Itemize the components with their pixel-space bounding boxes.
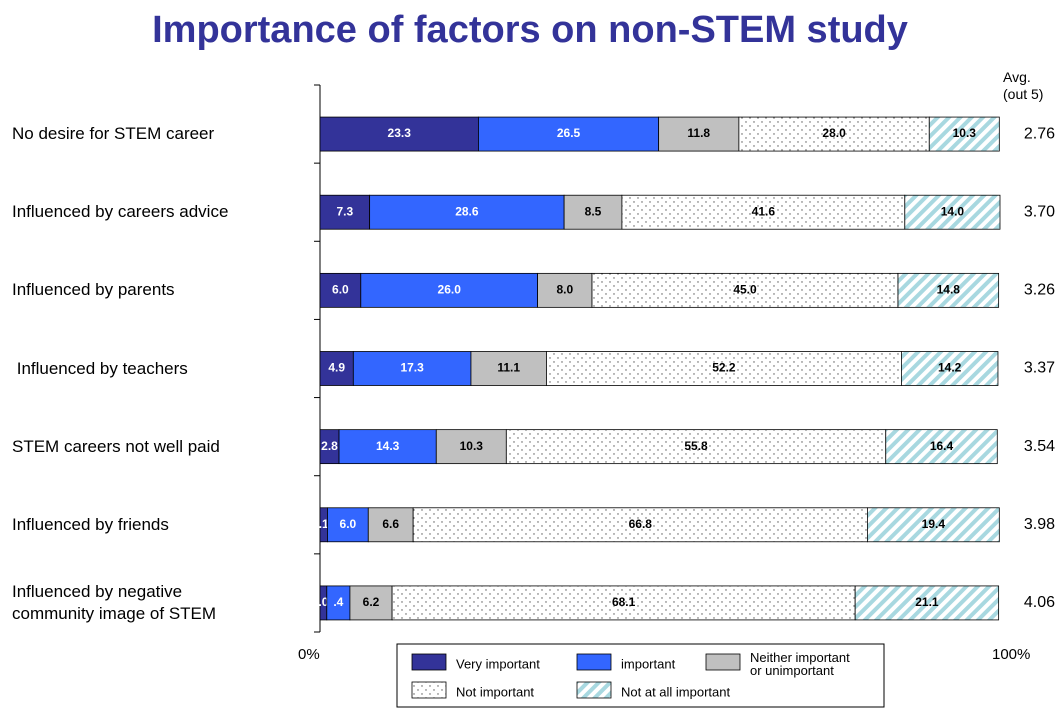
bar-segment xyxy=(867,507,1000,543)
legend-swatch xyxy=(411,681,447,699)
bar-segment xyxy=(537,272,593,308)
bar-segment xyxy=(897,272,1000,308)
value-label: 45.0 xyxy=(733,283,757,297)
bar-segment xyxy=(360,272,538,308)
bar-segment xyxy=(904,194,1001,230)
average-label: 3.54 xyxy=(1024,438,1055,455)
legend-label: Not at all important xyxy=(621,684,731,700)
x-tick-label: 0% xyxy=(298,646,320,663)
value-label: 28.6 xyxy=(455,204,479,218)
value-label: 8.5 xyxy=(585,204,602,218)
average-label: 2.76 xyxy=(1024,125,1055,142)
value-label: .1 xyxy=(319,517,329,531)
value-label: 7.3 xyxy=(336,204,353,218)
value-label: 8.0 xyxy=(556,283,573,297)
bar-segment xyxy=(327,507,369,543)
value-label: 23.3 xyxy=(388,126,412,140)
value-label: 2.8 xyxy=(321,439,338,453)
category-label: Influenced by teachers xyxy=(12,358,188,378)
bar-segment xyxy=(319,272,362,308)
value-label: 41.6 xyxy=(752,204,776,218)
bar-segment xyxy=(319,194,371,230)
legend-swatch xyxy=(576,653,612,671)
average-label: 3.26 xyxy=(1024,282,1055,299)
bar-segment xyxy=(470,351,547,386)
value-label: 11.1 xyxy=(497,361,520,375)
bar-segment xyxy=(658,116,740,152)
value-label: 14.0 xyxy=(941,204,965,218)
bar-segment xyxy=(505,429,887,465)
value-label: 28.0 xyxy=(822,126,846,140)
average-label: 3.98 xyxy=(1024,516,1055,533)
legend-box xyxy=(396,643,885,708)
value-label: .0 xyxy=(318,595,328,609)
legend-label: important xyxy=(621,656,676,672)
value-label: 6.2 xyxy=(363,595,380,609)
category-label: Influenced by careers advice xyxy=(12,202,229,222)
bar-segment xyxy=(369,194,565,230)
value-label: 26.0 xyxy=(438,283,462,297)
category-label: STEM careers not well paid xyxy=(12,436,220,456)
bar-segment xyxy=(928,116,1000,152)
bar-segment xyxy=(435,429,507,465)
bar-segment xyxy=(563,194,623,230)
category-label: Influenced by negative community image o… xyxy=(12,581,217,623)
bar-segment xyxy=(901,351,999,386)
value-label: 21.1 xyxy=(915,595,939,609)
average-label: 3.37 xyxy=(1024,360,1055,377)
bar-segment xyxy=(352,351,472,386)
bar-segment xyxy=(478,116,660,152)
average-label: 3.70 xyxy=(1024,203,1055,220)
value-label: 16.4 xyxy=(930,439,954,453)
value-label: 11.8 xyxy=(687,126,710,140)
value-label: 10.3 xyxy=(953,126,977,140)
bar-segment xyxy=(591,272,899,308)
value-label: 14.8 xyxy=(937,283,961,297)
avg-header: Avg. (out 5) xyxy=(1003,69,1044,102)
legend-swatch xyxy=(576,681,612,699)
legend-label: Not important xyxy=(456,684,535,700)
value-label: 68.1 xyxy=(612,595,636,609)
category-label: Influenced by parents xyxy=(12,280,175,300)
average-label: 4.06 xyxy=(1024,594,1055,611)
value-label: 10.3 xyxy=(460,439,484,453)
category-label: No desire for STEM career xyxy=(12,124,215,144)
value-label: 6.0 xyxy=(340,517,357,531)
value-label: 55.8 xyxy=(684,439,708,453)
value-label: 6.6 xyxy=(382,517,399,531)
bar-segment xyxy=(738,116,930,152)
x-tick-label: 100% xyxy=(992,646,1030,663)
value-label: 26.5 xyxy=(557,126,581,140)
chart-title: Importance of factors on non-STEM study xyxy=(152,9,908,51)
value-label: 6.0 xyxy=(332,283,349,297)
bar-segment xyxy=(338,429,437,465)
bar-segment xyxy=(319,351,354,386)
legend-label: Very important xyxy=(456,656,540,672)
value-label: 19.4 xyxy=(922,517,946,531)
bar-segment xyxy=(319,116,479,152)
value-label: 52.2 xyxy=(712,361,736,375)
legend-swatch xyxy=(705,653,741,671)
value-label: .4 xyxy=(333,595,343,609)
legend-label: Neither important or unimportant xyxy=(750,650,850,678)
bar-segment xyxy=(885,429,998,465)
value-label: 17.3 xyxy=(400,361,424,375)
value-label: 14.2 xyxy=(938,361,962,375)
value-label: 4.9 xyxy=(328,361,345,375)
value-label: 14.3 xyxy=(376,439,400,453)
legend-swatch xyxy=(411,653,447,671)
value-label: 66.8 xyxy=(629,517,653,531)
bar-segment xyxy=(391,585,856,621)
bar-segment xyxy=(854,585,1000,621)
category-label: Influenced by friends xyxy=(12,514,169,534)
